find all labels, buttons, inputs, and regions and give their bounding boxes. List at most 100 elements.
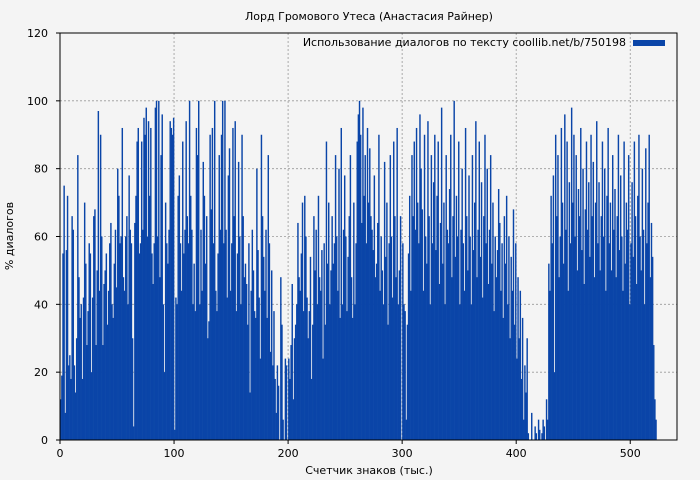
bar bbox=[337, 290, 339, 440]
bar bbox=[576, 270, 579, 440]
bar bbox=[75, 338, 78, 440]
bar bbox=[507, 304, 509, 440]
bar bbox=[558, 277, 560, 440]
bar bbox=[97, 111, 100, 440]
bar bbox=[313, 216, 315, 440]
bar bbox=[390, 236, 393, 440]
bar bbox=[96, 270, 98, 440]
bar bbox=[499, 222, 501, 440]
bar bbox=[201, 290, 203, 440]
bar bbox=[328, 202, 330, 440]
bar bbox=[176, 304, 178, 440]
bar bbox=[525, 392, 527, 440]
bar bbox=[619, 175, 622, 440]
bar bbox=[464, 127, 467, 440]
bar bbox=[586, 229, 589, 440]
bar bbox=[444, 304, 446, 440]
bar bbox=[300, 253, 303, 440]
bar bbox=[511, 290, 514, 440]
bar bbox=[623, 141, 625, 441]
bar bbox=[412, 216, 414, 440]
bar bbox=[640, 270, 642, 440]
bar bbox=[332, 263, 335, 440]
bar bbox=[203, 195, 206, 440]
bar bbox=[504, 263, 507, 440]
bar bbox=[539, 429, 541, 440]
bar bbox=[185, 121, 187, 440]
bar bbox=[470, 304, 473, 440]
bar bbox=[356, 141, 358, 441]
bar bbox=[306, 297, 308, 440]
bar bbox=[132, 426, 135, 440]
bar bbox=[364, 155, 366, 440]
bar bbox=[244, 263, 247, 440]
bar bbox=[599, 270, 601, 440]
bar bbox=[452, 216, 454, 440]
bar bbox=[301, 202, 304, 440]
bar bbox=[614, 189, 616, 440]
bar bbox=[88, 243, 90, 440]
bar bbox=[217, 253, 219, 440]
bar bbox=[266, 317, 268, 440]
bar bbox=[616, 216, 618, 440]
bar bbox=[549, 290, 551, 440]
bar bbox=[372, 250, 374, 440]
bar bbox=[617, 134, 620, 440]
bar bbox=[260, 134, 263, 440]
y-axis-label: % диалогов bbox=[3, 202, 16, 270]
bar bbox=[114, 229, 117, 440]
bar bbox=[488, 229, 491, 440]
bar bbox=[325, 141, 328, 441]
bar bbox=[564, 114, 566, 441]
bar bbox=[127, 304, 129, 440]
bar bbox=[515, 243, 517, 440]
bar bbox=[309, 256, 312, 440]
bar bbox=[387, 324, 389, 440]
bar bbox=[281, 324, 283, 440]
bar bbox=[323, 243, 325, 440]
bar bbox=[607, 127, 609, 440]
bar bbox=[610, 270, 613, 440]
bar bbox=[591, 216, 593, 440]
bar bbox=[305, 236, 307, 440]
bar bbox=[81, 378, 84, 440]
bar bbox=[227, 175, 230, 440]
bar bbox=[215, 290, 217, 440]
bar bbox=[654, 399, 656, 440]
bar bbox=[455, 195, 458, 440]
bar bbox=[569, 243, 572, 440]
bar bbox=[598, 182, 600, 440]
bar bbox=[524, 365, 526, 440]
bar bbox=[268, 243, 271, 440]
bar bbox=[112, 317, 114, 440]
bar bbox=[447, 243, 450, 440]
bar bbox=[475, 121, 477, 440]
bar bbox=[79, 317, 81, 440]
bar bbox=[516, 358, 518, 440]
bar bbox=[649, 277, 652, 440]
bar bbox=[394, 216, 396, 440]
bar bbox=[183, 253, 185, 440]
bar bbox=[316, 304, 319, 440]
bar bbox=[169, 121, 171, 440]
bar bbox=[241, 134, 243, 440]
bar bbox=[314, 270, 316, 440]
bar bbox=[435, 250, 437, 440]
bar bbox=[408, 195, 411, 440]
bar bbox=[448, 189, 451, 440]
bar bbox=[342, 229, 345, 440]
bar bbox=[273, 311, 275, 440]
bar bbox=[318, 277, 321, 440]
bar bbox=[416, 202, 419, 440]
bar bbox=[643, 304, 646, 440]
bar bbox=[512, 209, 515, 440]
bar bbox=[146, 236, 149, 440]
bar bbox=[199, 304, 201, 440]
bar bbox=[136, 141, 138, 441]
bar bbox=[274, 378, 276, 440]
bar bbox=[471, 155, 474, 440]
bar bbox=[218, 155, 220, 440]
bar bbox=[91, 297, 94, 440]
bar bbox=[480, 182, 483, 440]
bar bbox=[523, 419, 525, 440]
